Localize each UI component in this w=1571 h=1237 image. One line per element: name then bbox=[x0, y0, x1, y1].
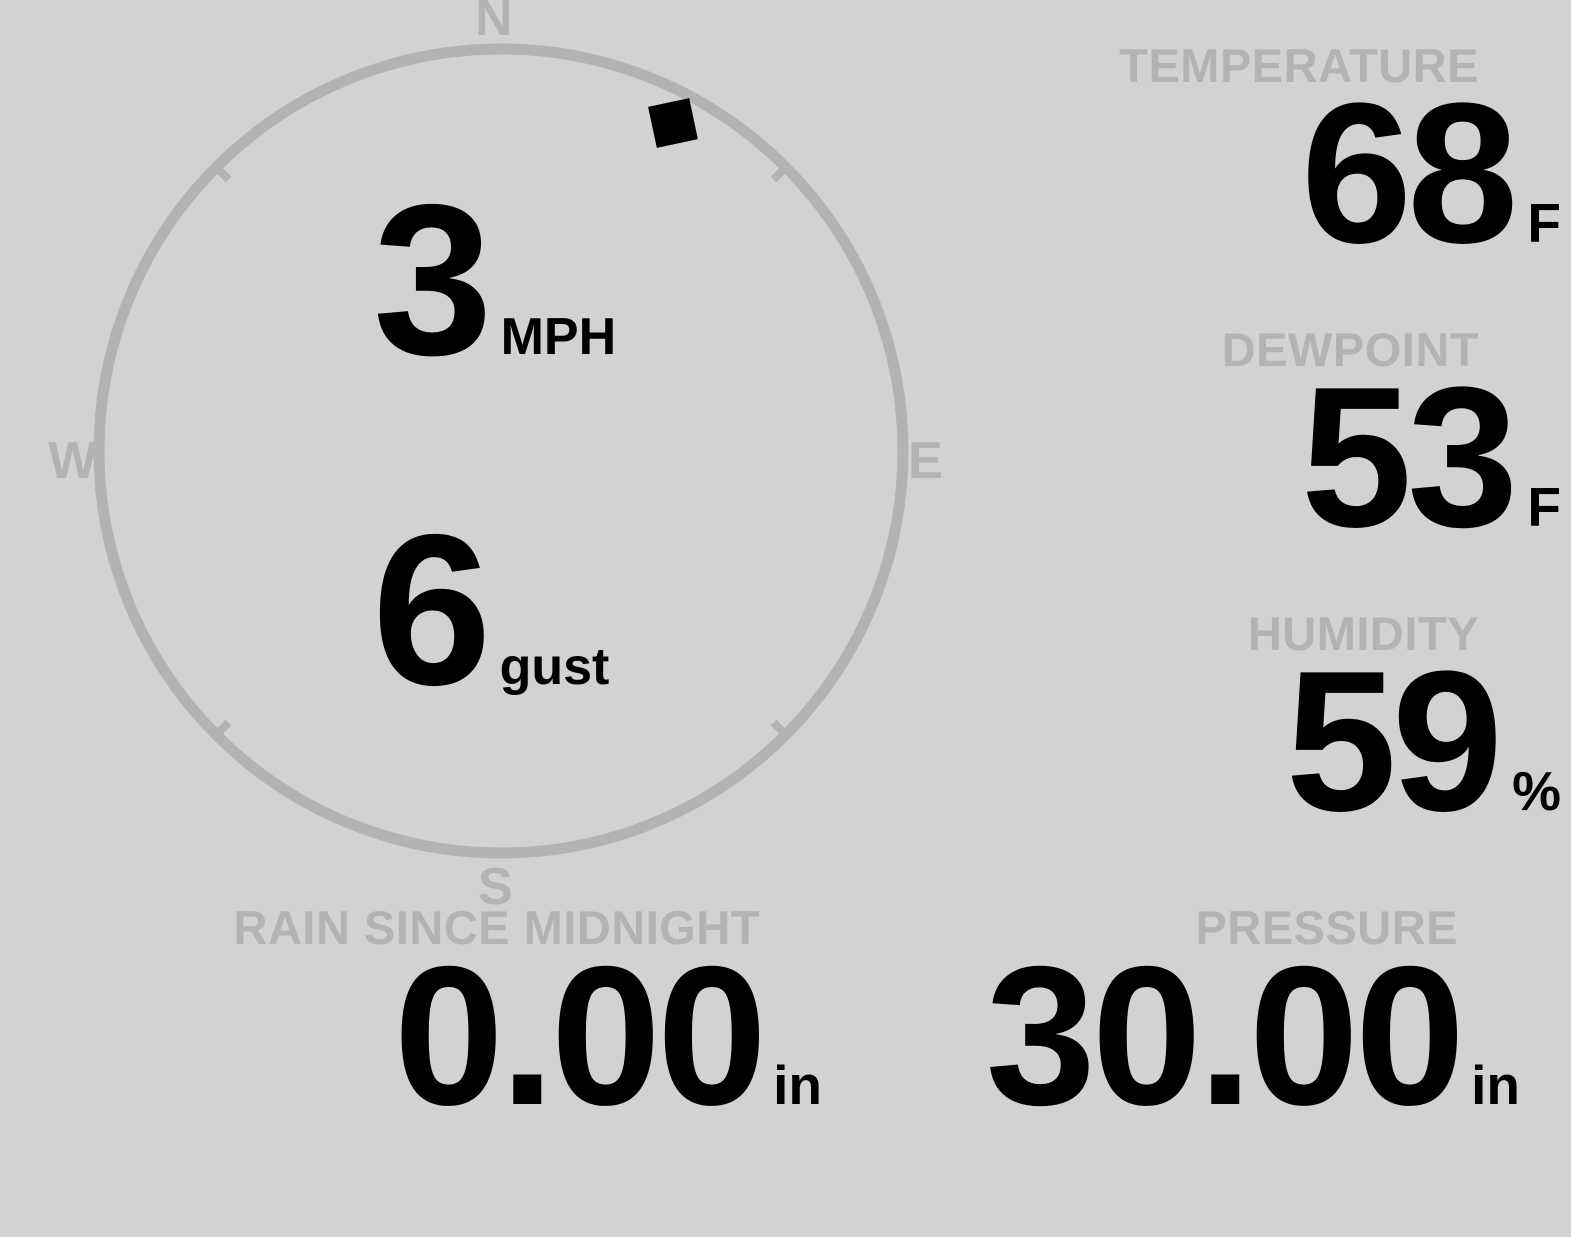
compass-label-north: N bbox=[475, 0, 514, 47]
metric-dewpoint-value: 53 bbox=[1300, 346, 1518, 569]
metric-humidity: HUMIDITY 59 % bbox=[1041, 607, 1561, 853]
metric-temperature-value-row: 68 F bbox=[1041, 62, 1561, 285]
wind-direction-marker bbox=[648, 98, 698, 148]
metric-humidity-label: HUMIDITY bbox=[1247, 607, 1479, 660]
metric-humidity-value-row: 59 % bbox=[1041, 630, 1561, 853]
wind-gust-readout: 6 gust bbox=[372, 489, 610, 730]
metric-temperature-label: TEMPERATURE bbox=[1119, 39, 1479, 92]
metric-pressure-label: PRESSURE bbox=[1195, 901, 1458, 954]
wind-compass-dial: N S W E 3 MPH 6 gust bbox=[0, 0, 1000, 913]
wind-gust-value: 6 bbox=[372, 489, 492, 730]
compass-ring bbox=[93, 43, 909, 859]
metric-dewpoint: DEWPOINT 53 F bbox=[1041, 323, 1561, 569]
metric-pressure-value: 30.00 bbox=[985, 925, 1465, 1146]
wind-speed-value: 3 bbox=[373, 159, 493, 400]
wind-speed-unit: MPH bbox=[500, 308, 617, 366]
metric-rain-value-row: 0.00 in bbox=[232, 925, 822, 1146]
compass-label-west: W bbox=[48, 432, 98, 490]
compass-label-south: S bbox=[478, 858, 514, 916]
metric-humidity-value: 59 bbox=[1285, 630, 1503, 853]
metric-dewpoint-label: DEWPOINT bbox=[1221, 323, 1479, 376]
metric-pressure: PRESSURE 30.00 in bbox=[900, 901, 1520, 1146]
wind-gust-unit: gust bbox=[499, 638, 610, 696]
metric-temperature: TEMPERATURE 68 F bbox=[1041, 39, 1561, 285]
compass-svg bbox=[93, 43, 909, 859]
metric-temperature-value: 68 bbox=[1300, 62, 1518, 285]
metric-rain-value: 0.00 bbox=[393, 925, 767, 1146]
metric-pressure-unit: in bbox=[1471, 1054, 1520, 1116]
compass-ticks bbox=[212, 163, 790, 739]
metric-rain-unit: in bbox=[773, 1054, 822, 1116]
metric-pressure-value-row: 30.00 in bbox=[900, 925, 1520, 1146]
metric-humidity-unit: % bbox=[1512, 760, 1561, 822]
compass-label-east: E bbox=[908, 432, 944, 490]
metric-dewpoint-unit: F bbox=[1527, 476, 1561, 538]
metric-rain-label: RAIN SINCE MIDNIGHT bbox=[233, 901, 760, 954]
metric-rain-since-midnight: RAIN SINCE MIDNIGHT 0.00 in bbox=[232, 901, 823, 1146]
metric-dewpoint-value-row: 53 F bbox=[1041, 346, 1561, 569]
metric-temperature-unit: F bbox=[1527, 192, 1561, 254]
wind-speed-readout: 3 MPH bbox=[373, 159, 617, 400]
